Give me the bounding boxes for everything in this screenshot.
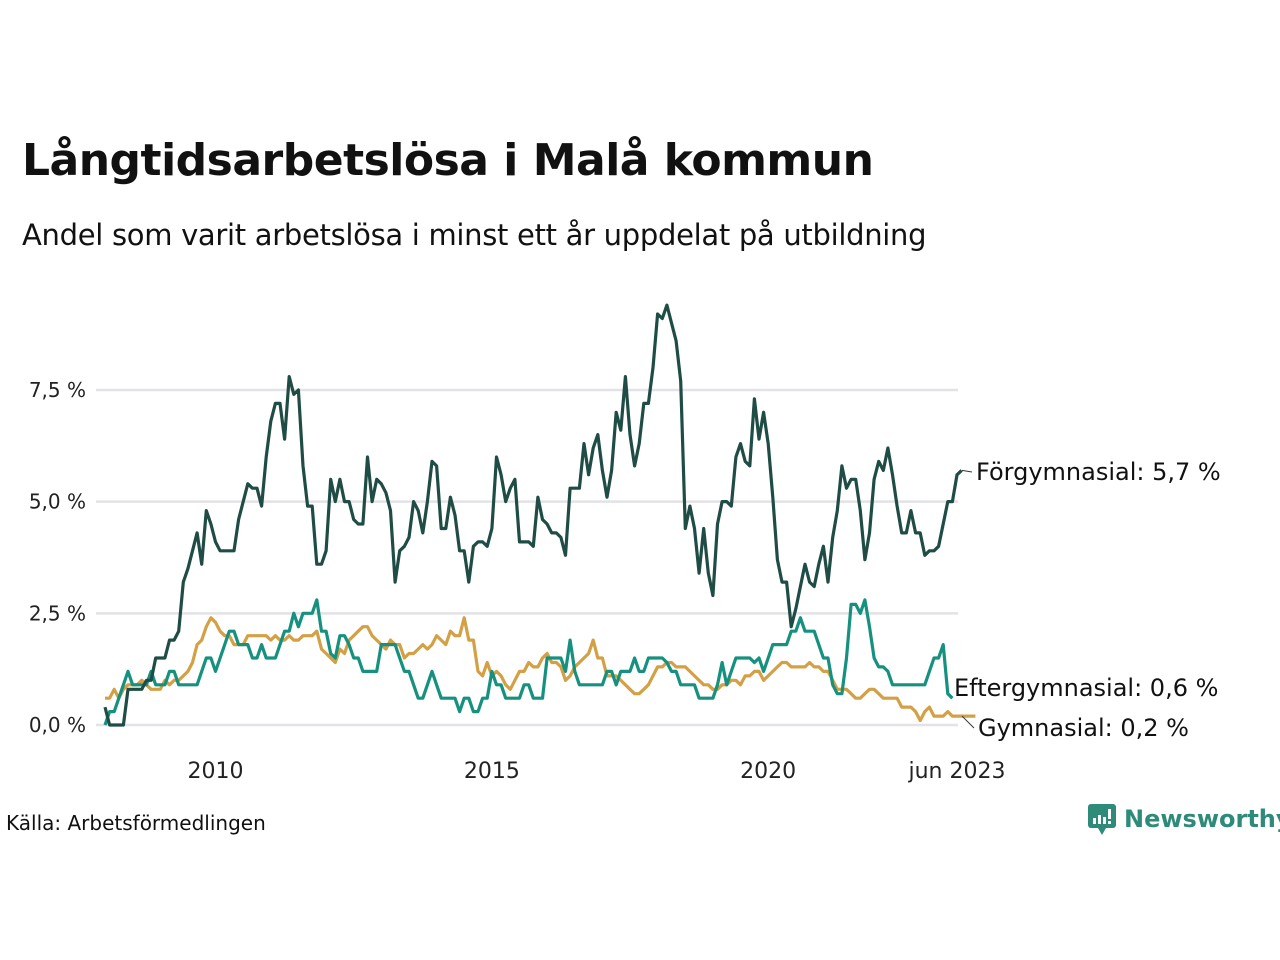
series-line-eftergymnasial (103, 598, 954, 726)
brand-name: Newsworthy (1124, 805, 1280, 833)
x-tick-label: 2015 (464, 759, 520, 784)
y-tick-label: 2,5 % (29, 601, 86, 625)
x-tick-label: jun 2023 (908, 759, 1006, 784)
chart-title: Långtidsarbetslösa i Malå kommun (22, 135, 874, 186)
x-tick-label: 2020 (740, 759, 796, 784)
brand-logo: Newsworthy (1088, 804, 1280, 835)
series-end-label: Förgymnasial: 5,7 % (976, 458, 1221, 486)
chart-subtitle: Andel som varit arbetslösa i minst ett å… (22, 218, 927, 252)
y-axis-ticks: 0,0 % 2,5 % 5,0 % 7,5 % (29, 378, 86, 737)
source-note: Källa: Arbetsförmedlingen (6, 811, 266, 835)
series-end-label: Eftergymnasial: 0,6 % (954, 674, 1218, 702)
label-leader-line (961, 715, 975, 729)
y-tick-label: 0,0 % (29, 713, 86, 737)
series-end-label: Gymnasial: 0,2 % (978, 714, 1189, 742)
grid-lines (96, 388, 958, 727)
bar-chart-speech-bubble-icon (1088, 804, 1116, 835)
series-lines (103, 303, 976, 727)
y-tick-label: 7,5 % (29, 378, 86, 402)
x-tick-label: 2010 (188, 759, 244, 784)
label-leader-line (961, 469, 973, 473)
series-line-förgymnasial (103, 303, 963, 727)
x-axis-ticks: 2010 2015 2020 jun 2023 (188, 759, 1006, 784)
y-tick-label: 5,0 % (29, 490, 86, 514)
series-end-labels: Förgymnasial: 5,7 % Eftergymnasial: 0,6 %… (954, 458, 1221, 742)
